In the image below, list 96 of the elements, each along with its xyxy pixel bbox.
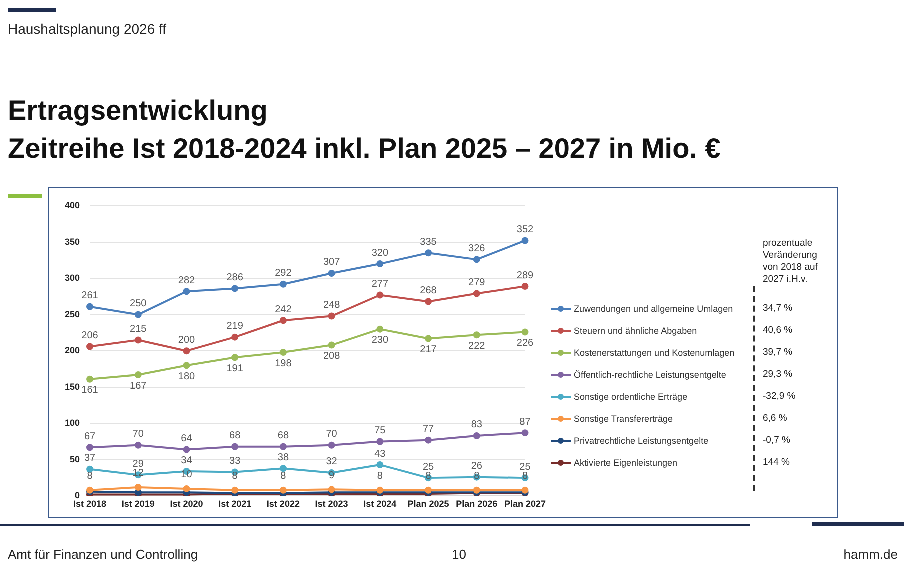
data-label: 277: [372, 278, 389, 290]
data-label: 8: [474, 471, 480, 482]
data-label: 307: [323, 257, 341, 268]
data-label: 43: [374, 448, 386, 460]
data-label: 29: [132, 458, 144, 470]
x-tick-label: Plan 2026: [456, 499, 498, 510]
data-label: 222: [468, 340, 486, 352]
x-tick-label: Ist 2018: [74, 499, 107, 510]
data-label: 200: [178, 334, 196, 346]
y-tick-label: 0: [75, 490, 80, 501]
legend-label: Öffentlich-rechtliche Leistungsentgelte: [574, 370, 726, 380]
data-label: 70: [132, 429, 144, 440]
y-tick-label: 350: [64, 236, 80, 247]
y-tick-label: 200: [64, 346, 80, 356]
text: 29,3 %: [763, 368, 793, 382]
data-label: 292: [275, 268, 292, 280]
x-tick-label: Plan 2027: [504, 499, 546, 510]
data-label: 279: [468, 278, 486, 289]
data-label: 208: [323, 351, 341, 362]
data-label: 282: [178, 275, 196, 286]
data-label: 38: [278, 452, 290, 464]
y-tick-label: 50: [70, 454, 80, 464]
data-label: 326: [468, 243, 486, 254]
y-tick-label: 100: [64, 418, 80, 428]
y-tick-label: 300: [64, 273, 80, 284]
data-label: 67: [84, 431, 96, 442]
text: -32,9 %: [763, 390, 796, 404]
text: 144 %: [763, 456, 790, 470]
data-label: 26: [471, 461, 483, 472]
x-tick-label: Ist 2019: [122, 499, 155, 510]
data-label: 191: [226, 363, 244, 374]
data-label: 352: [516, 224, 534, 236]
data-label: 206: [82, 330, 99, 342]
text: 39,7 %: [763, 346, 793, 360]
text: 6,6 %: [763, 412, 788, 426]
data-label: 248: [323, 300, 341, 312]
x-tick-label: Ist 2020: [170, 499, 204, 510]
data-label: 9: [329, 470, 336, 482]
data-label: 219: [226, 321, 244, 332]
data-label: 37: [84, 453, 96, 464]
data-label: 25: [520, 462, 532, 473]
text: -0,7 %: [763, 434, 790, 448]
data-label: 250: [130, 298, 148, 310]
legend-label: Aktivierte Eigenleistungen: [574, 458, 678, 468]
data-label: 34: [181, 455, 193, 466]
x-tick-label: Ist 2022: [266, 499, 300, 510]
data-label: 286: [226, 272, 244, 284]
data-label: 226: [516, 338, 534, 349]
data-label: 198: [275, 358, 292, 370]
legend-label: Sonstige Transfererträge: [574, 414, 674, 424]
data-label: 25: [422, 462, 435, 473]
data-label: 75: [374, 426, 386, 437]
y-tick-label: 400: [64, 200, 80, 210]
data-label: 180: [178, 371, 196, 382]
x-tick-label: Ist 2024: [364, 499, 397, 510]
data-label: 8: [377, 471, 384, 482]
data-label: 217: [420, 344, 438, 356]
data-label: 64: [181, 434, 193, 445]
data-label: 320: [372, 248, 389, 259]
data-label: 8: [87, 471, 94, 482]
chart-title: Ertragsentwicklung Zeitreihe Ist 2018-2024 inkl. Plan 2025 – 2027 in Mio. €: [8, 94, 721, 166]
data-label: 77: [422, 424, 435, 436]
data-label: 8: [280, 471, 287, 482]
legend-label: Zuwendungen und allgemeine Umlagen: [574, 304, 734, 314]
data-label: 87: [520, 416, 532, 428]
x-tick-label: Ist 2023: [315, 499, 348, 510]
data-label: 268: [420, 286, 438, 297]
data-label: 68: [278, 430, 290, 442]
data-label: 215: [130, 324, 148, 335]
legend-label: Kostenerstattungen und Kostenumlagen: [574, 348, 735, 358]
legend-label: Steuern und ähnliche Abgaben: [574, 326, 698, 336]
data-label: 261: [82, 290, 99, 302]
text: Amt für Finanzen und Controlling: [8, 547, 198, 562]
data-label: 161: [82, 385, 99, 396]
x-tick-label: Plan 2025: [408, 499, 450, 510]
x-tick-label: Ist 2021: [218, 499, 252, 510]
text: 10: [452, 547, 466, 562]
data-label: 289: [516, 270, 534, 282]
chart-subtitle: Haushaltsplanung 2026 ff: [8, 21, 167, 37]
data-label: 335: [420, 236, 438, 248]
text: 40,6 %: [763, 324, 793, 338]
data-label: 70: [326, 429, 338, 440]
data-label: 32: [326, 456, 338, 468]
legend-label: Sonstige ordentliche Erträge: [574, 392, 688, 402]
data-label: 83: [471, 420, 483, 431]
data-label: 242: [275, 304, 292, 316]
text: prozentuale Veränderung von 2018 auf 2027 i.H.v.: [763, 238, 819, 286]
y-tick-label: 150: [64, 382, 80, 392]
legend-label: Privatrechtliche Leistungsentgelte: [574, 436, 709, 446]
data-label: 33: [230, 456, 242, 468]
data-label: 68: [230, 430, 242, 442]
data-label: 167: [130, 380, 148, 392]
text: 34,7 %: [763, 302, 793, 316]
y-tick-label: 250: [64, 309, 80, 320]
text: hamm.de: [844, 547, 898, 562]
data-label: 230: [372, 335, 389, 346]
